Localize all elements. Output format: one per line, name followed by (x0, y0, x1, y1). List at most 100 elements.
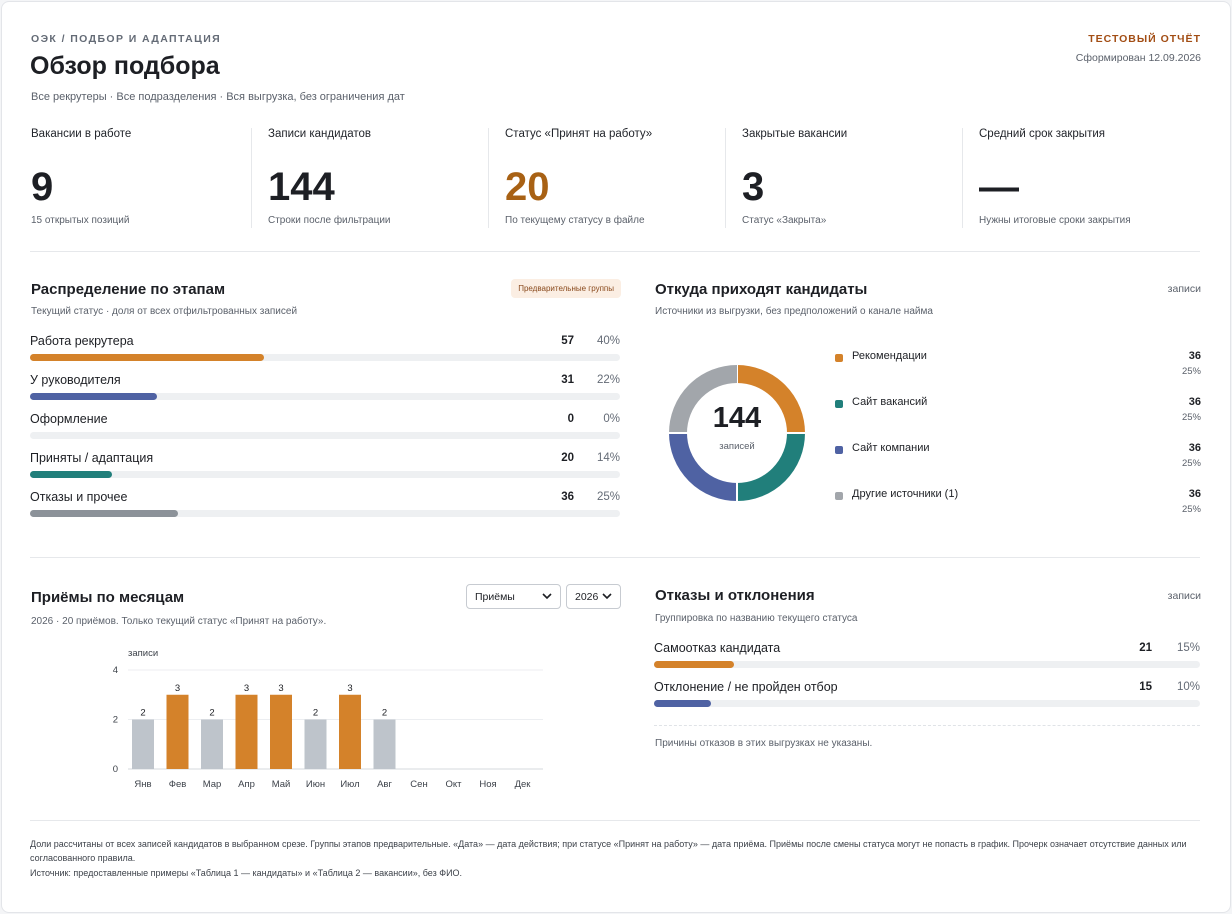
rejections-subtitle: Группировка по названию текущего статуса (655, 613, 858, 624)
sources-donut (668, 364, 806, 502)
bar-value-label: 2 (209, 708, 214, 719)
hires-title: Приёмы по месяцам (31, 589, 185, 606)
legend-count: 36 (1188, 350, 1201, 362)
x-tick-label: Июл (340, 779, 359, 790)
legend-label: Сайт вакансий (852, 396, 928, 408)
rejection-percent: 10% (1176, 681, 1200, 693)
legend-label: Сайт компании (852, 442, 930, 454)
kpi-label: Записи кандидатов (268, 128, 372, 140)
rejections-note: Причины отказов в этих выгрузках не указ… (655, 738, 873, 749)
bar (339, 694, 361, 769)
bar (304, 719, 327, 769)
donut-total: 144 (712, 402, 762, 434)
stage-row: Отказы и прочее 36 25% (30, 490, 620, 520)
stage-bar-track (30, 393, 620, 400)
stage-bar-track (30, 471, 620, 478)
footer-methodology: Доли рассчитаны от всех записей кандидат… (30, 839, 1187, 863)
hires-bar-chart: записи 0 2 4 2 Янв 3 Фев 2 Мар 3 Апр 3 Май 2 Июн 3 Июл 2 Ав… (113, 648, 543, 790)
stage-count: 57 (561, 335, 574, 347)
x-tick-label: Фев (169, 779, 187, 790)
legend-swatch (835, 446, 843, 454)
kpi-divider (962, 128, 963, 228)
stage-bar-track (30, 510, 620, 517)
kpi-note: Строки после фильтрации (268, 215, 391, 226)
divider (30, 251, 1200, 252)
rejection-count: 15 (1139, 681, 1152, 693)
stage-row: Оформление 0 0% (30, 412, 620, 442)
hires-subtitle: 2026 · 20 приёмов. Только текущий статус… (31, 616, 327, 627)
bar-value-label: 3 (175, 683, 180, 694)
y-tick-label: 2 (113, 715, 118, 726)
kpi-value: 144 (268, 165, 335, 209)
kpi-value: 3 (742, 165, 765, 209)
kpi-note: По текущему статусу в файле (505, 215, 645, 226)
kpi-label: Статус «Принят на работу» (505, 128, 653, 140)
y-tick-label: 4 (113, 665, 118, 676)
legend-percent: 25% (1181, 412, 1201, 423)
bar (166, 694, 189, 769)
x-tick-label: Дек (515, 779, 532, 790)
donut-slice (669, 365, 738, 434)
rejection-bar-fill (654, 661, 734, 668)
stage-count: 36 (561, 491, 574, 503)
stages-subtitle: Текущий статус · доля от всех отфильтров… (31, 306, 298, 317)
rejection-row: Самоотказ кандидата 21 15% (654, 641, 1200, 671)
chevron-down-icon (602, 593, 612, 600)
kpi-divider (488, 128, 489, 228)
stage-count: 0 (567, 413, 574, 425)
rejection-label: Отклонение / не пройден отбор (654, 680, 838, 694)
stage-percent: 40% (596, 335, 620, 347)
stage-row: У руководителя 31 22% (30, 373, 620, 403)
stage-bar-fill (30, 471, 112, 478)
legend-swatch (835, 400, 843, 408)
x-tick-label: Сен (410, 779, 427, 790)
bar-value-label: 2 (140, 708, 145, 719)
year-select[interactable]: 2026 (566, 584, 621, 609)
kpi-hired: Статус «Принят на работу» 20 По текущему… (505, 128, 715, 228)
source-legend-item: Рекомендации 36 25% (835, 350, 1201, 390)
bar (201, 719, 223, 769)
page-title: Обзор подбора (30, 52, 220, 80)
kpi-note: Статус «Закрыта» (742, 215, 827, 226)
divider (30, 557, 1200, 558)
kpi-value: — (979, 165, 1019, 209)
report-tag: ТЕСТОВЫЙ ОТЧЁТ (1088, 33, 1201, 45)
kpi-avg-close-time: Средний срок закрытия — Нужны итоговые с… (979, 128, 1199, 228)
bar-value-label: 3 (278, 683, 283, 694)
rejection-count: 21 (1139, 642, 1152, 654)
legend-swatch (835, 354, 843, 362)
stage-bar-track (30, 354, 620, 361)
stage-bar-fill (30, 393, 157, 400)
stage-label: Отказы и прочее (30, 490, 128, 504)
year-select-value: 2026 (575, 591, 599, 603)
legend-percent: 25% (1181, 366, 1201, 377)
x-tick-label: Ноя (479, 779, 496, 790)
kpi-closed-vacancies: Закрытые вакансии 3 Статус «Закрыта» (742, 128, 952, 228)
y-axis-label: записи (128, 648, 158, 659)
x-tick-label: Янв (134, 779, 151, 790)
chevron-down-icon (542, 593, 552, 600)
source-legend-item: Сайт компании 36 25% (835, 442, 1201, 482)
kpi-divider (725, 128, 726, 228)
kpi-label: Средний срок закрытия (979, 128, 1105, 140)
kpi-value: 9 (31, 165, 54, 209)
stage-label: Работа рекрутера (30, 334, 134, 348)
bar-value-label: 3 (244, 683, 249, 694)
stage-percent: 0% (603, 413, 620, 425)
legend-percent: 25% (1181, 504, 1201, 515)
breadcrumb: ОЭК / ПОДБОР И АДАПТАЦИЯ (31, 33, 222, 45)
stage-percent: 14% (596, 452, 620, 464)
stage-label: Приняты / адаптация (30, 451, 154, 465)
legend-percent: 25% (1181, 458, 1201, 469)
bar (270, 694, 292, 769)
bar-value-label: 3 (347, 683, 352, 694)
donut-caption: записей (719, 441, 755, 452)
generated-date: Сформирован 12.09.2026 (1075, 52, 1201, 64)
kpi-label: Вакансии в работе (31, 128, 132, 140)
legend-label: Другие источники (1) (852, 488, 959, 500)
metric-select[interactable]: Приёмы (466, 584, 561, 609)
rejections-title: Отказы и отклонения (655, 587, 815, 604)
stage-bar-fill (30, 510, 178, 517)
rejection-label: Самоотказ кандидата (654, 641, 781, 655)
donut-slice (736, 365, 805, 434)
